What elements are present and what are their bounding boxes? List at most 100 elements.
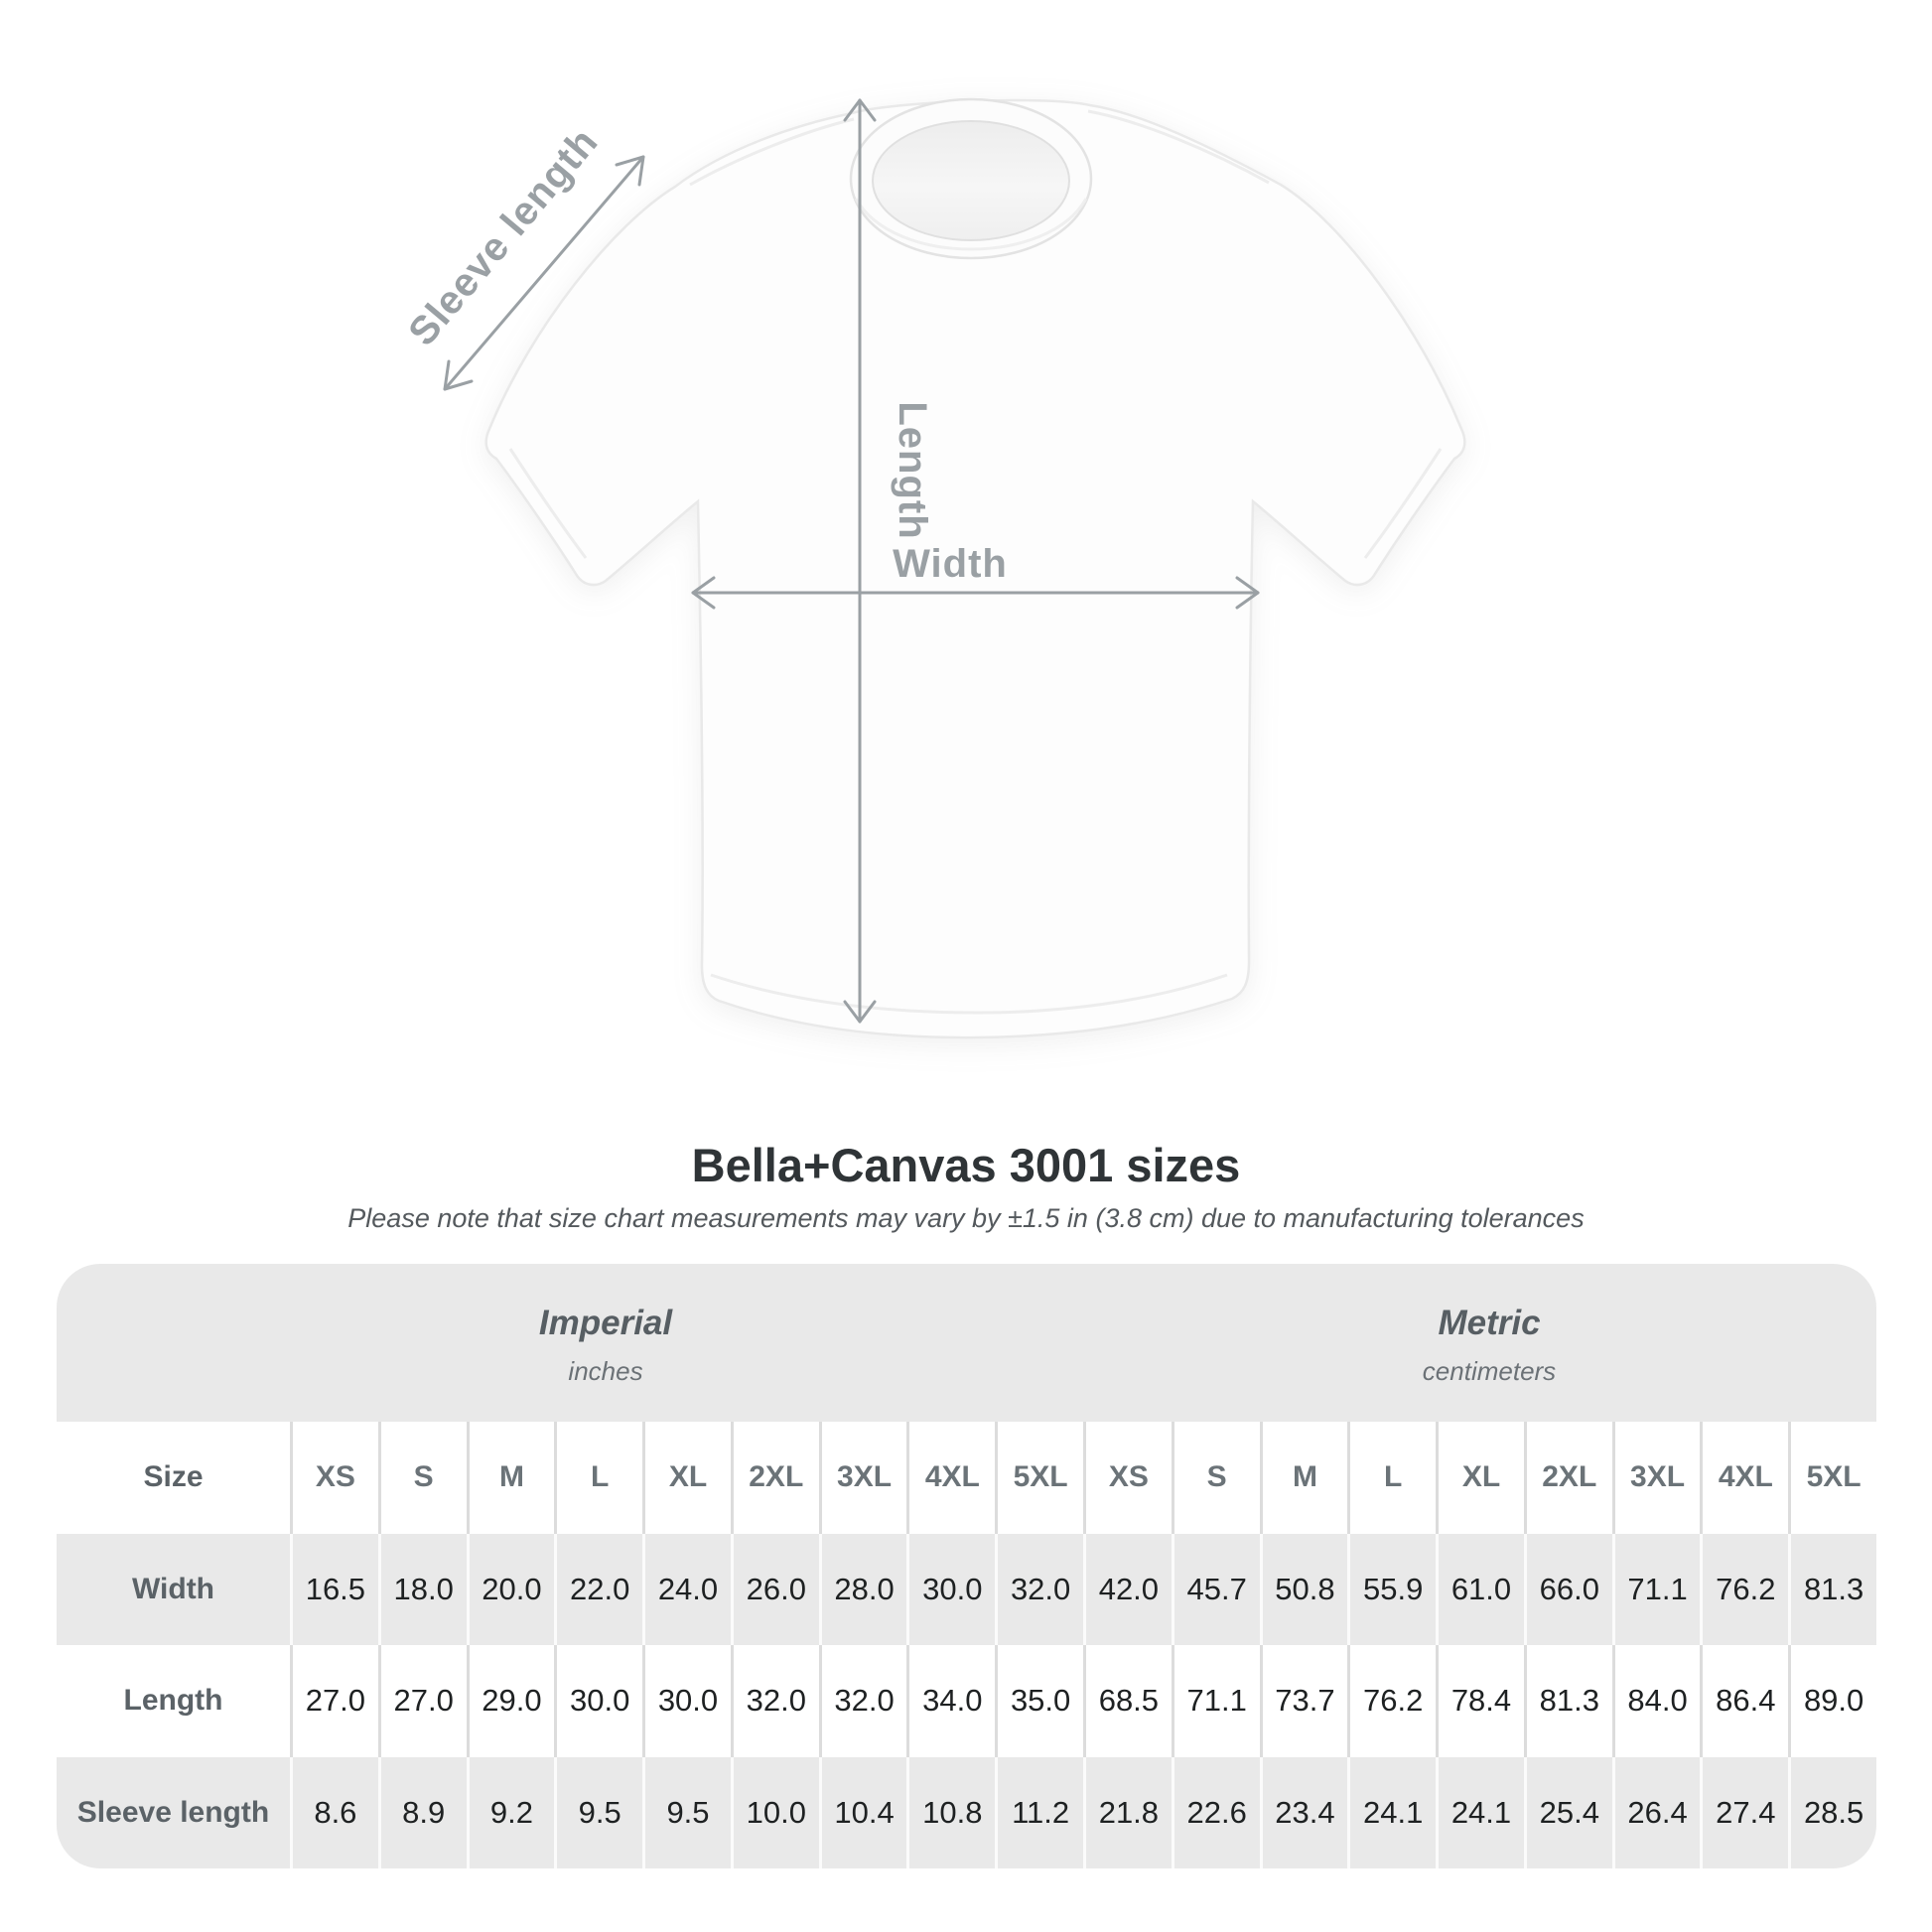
width-metric-value: 61.0 xyxy=(1436,1533,1524,1645)
width-imperial-value: 18.0 xyxy=(377,1533,467,1645)
metric-label: Metric xyxy=(1438,1304,1541,1342)
length-imperial-value: 34.0 xyxy=(906,1645,995,1757)
sleeve-metric-value: 24.1 xyxy=(1436,1756,1524,1868)
length-arrow xyxy=(843,98,877,1024)
size-table-panel: Imperial inches Metric centimeters Size … xyxy=(57,1264,1876,1868)
length-imperial-value: 27.0 xyxy=(377,1645,467,1757)
width-imperial-value: 24.0 xyxy=(642,1533,731,1645)
size-header-metric-l: L xyxy=(1347,1422,1436,1534)
table-row-length: Length 27.0 27.0 29.0 30.0 30.0 32.0 32.… xyxy=(57,1645,1876,1757)
width-metric-value: 71.1 xyxy=(1611,1533,1701,1645)
table-row-sleeve-length: Sleeve length 8.6 8.9 9.2 9.5 9.5 10.0 1… xyxy=(57,1756,1876,1868)
width-metric-value: 42.0 xyxy=(1083,1533,1172,1645)
length-metric-value: 84.0 xyxy=(1611,1645,1701,1757)
length-imperial-value: 27.0 xyxy=(290,1645,378,1757)
cuff-seam-right xyxy=(1363,448,1443,559)
width-metric-value: 81.3 xyxy=(1788,1533,1876,1645)
size-header-imperial-xs: XS xyxy=(290,1422,378,1534)
shoulder-seam-right xyxy=(1087,109,1270,185)
width-metric-value: 55.9 xyxy=(1347,1533,1436,1645)
imperial-unit-label: inches xyxy=(568,1356,643,1386)
size-column-header: Size xyxy=(143,1460,204,1494)
size-header-imperial-s: S xyxy=(377,1422,467,1534)
length-metric-value: 86.4 xyxy=(1700,1645,1788,1757)
row-label-sleeve-length: Sleeve length xyxy=(76,1795,270,1829)
width-imperial-value: 32.0 xyxy=(995,1533,1083,1645)
sleeve-length-arrow xyxy=(443,155,645,391)
collar-bottom-seam xyxy=(854,198,1088,251)
tshirt-graphic xyxy=(484,97,1466,1039)
size-header-metric-2xl: 2XL xyxy=(1523,1422,1612,1534)
length-metric-value: 89.0 xyxy=(1788,1645,1876,1757)
width-imperial-value: 28.0 xyxy=(818,1533,907,1645)
sleeve-imperial-value: 8.6 xyxy=(290,1756,378,1868)
sleeve-imperial-value: 10.8 xyxy=(906,1756,995,1868)
unit-group-header: Imperial inches Metric centimeters xyxy=(57,1264,1876,1422)
size-header-metric-xs: XS xyxy=(1083,1422,1172,1534)
collar-inner xyxy=(872,120,1070,241)
page-title: Bella+Canvas 3001 sizes xyxy=(691,1139,1241,1191)
width-arrow xyxy=(691,576,1260,610)
length-metric-value: 68.5 xyxy=(1083,1645,1172,1757)
sleeve-metric-value: 21.8 xyxy=(1083,1756,1172,1868)
tshirt-body-shape xyxy=(484,98,1466,1039)
length-metric-value: 71.1 xyxy=(1171,1645,1260,1757)
hem-seam xyxy=(710,973,1228,1015)
length-imperial-value: 32.0 xyxy=(730,1645,819,1757)
metric-unit-label: centimeters xyxy=(1422,1356,1557,1386)
size-header-imperial-2xl: 2XL xyxy=(730,1422,819,1534)
size-header-imperial-3xl: 3XL xyxy=(818,1422,907,1534)
sleeve-imperial-value: 10.4 xyxy=(818,1756,907,1868)
length-imperial-value: 30.0 xyxy=(642,1645,731,1757)
length-imperial-value: 35.0 xyxy=(995,1645,1083,1757)
cuff-seam-left xyxy=(508,448,588,559)
tolerance-note: Please note that size chart measurements… xyxy=(347,1203,1585,1233)
width-label: Width xyxy=(893,542,1008,586)
row-label-length: Length xyxy=(123,1684,223,1718)
length-metric-value: 73.7 xyxy=(1259,1645,1348,1757)
row-label-width: Width xyxy=(131,1572,215,1605)
sleeve-metric-value: 27.4 xyxy=(1700,1756,1788,1868)
sleeve-metric-value: 22.6 xyxy=(1171,1756,1260,1868)
sleeve-imperial-value: 9.5 xyxy=(642,1756,731,1868)
sleeve-metric-value: 25.4 xyxy=(1523,1756,1612,1868)
width-metric-value: 66.0 xyxy=(1523,1533,1612,1645)
table-row-width: Width 16.5 18.0 20.0 22.0 24.0 26.0 28.0… xyxy=(57,1533,1876,1645)
length-imperial-value: 30.0 xyxy=(554,1645,642,1757)
size-header-imperial-xl: XL xyxy=(642,1422,731,1534)
width-imperial-value: 26.0 xyxy=(730,1533,819,1645)
sleeve-metric-value: 23.4 xyxy=(1259,1756,1348,1868)
size-header-imperial-m: M xyxy=(466,1422,555,1534)
shoulder-seam-left xyxy=(689,117,855,187)
size-header-imperial-4xl: 4XL xyxy=(906,1422,995,1534)
size-header-metric-3xl: 3XL xyxy=(1611,1422,1701,1534)
table-header-row: Size XS S M L XL 2XL 3XL 4XL 5XL XS S M … xyxy=(57,1422,1876,1534)
width-metric-value: 50.8 xyxy=(1259,1533,1348,1645)
width-imperial-value: 30.0 xyxy=(906,1533,995,1645)
sleeve-imperial-value: 9.2 xyxy=(466,1756,555,1868)
tshirt-measurement-diagram: Length Width Sleeve length xyxy=(400,97,1466,1039)
size-header-imperial-5xl: 5XL xyxy=(995,1422,1083,1534)
size-header-metric-4xl: 4XL xyxy=(1700,1422,1788,1534)
width-imperial-value: 16.5 xyxy=(290,1533,378,1645)
sleeve-metric-value: 28.5 xyxy=(1788,1756,1876,1868)
size-header-metric-5xl: 5XL xyxy=(1788,1422,1876,1534)
sleeve-metric-value: 26.4 xyxy=(1611,1756,1701,1868)
length-imperial-value: 32.0 xyxy=(818,1645,907,1757)
length-metric-value: 76.2 xyxy=(1347,1645,1436,1757)
sleeve-imperial-value: 9.5 xyxy=(554,1756,642,1868)
sleeve-metric-value: 24.1 xyxy=(1347,1756,1436,1868)
size-header-metric-xl: XL xyxy=(1436,1422,1524,1534)
length-metric-value: 78.4 xyxy=(1436,1645,1524,1757)
imperial-header: Imperial inches xyxy=(539,1304,672,1386)
metric-header: Metric centimeters xyxy=(1423,1304,1556,1386)
sleeve-imperial-value: 10.0 xyxy=(730,1756,819,1868)
size-header-metric-s: S xyxy=(1171,1422,1260,1534)
sleeve-imperial-value: 8.9 xyxy=(377,1756,467,1868)
length-metric-value: 81.3 xyxy=(1523,1645,1612,1757)
imperial-label: Imperial xyxy=(538,1304,673,1342)
length-imperial-value: 29.0 xyxy=(466,1645,555,1757)
sleeve-imperial-value: 11.2 xyxy=(995,1756,1083,1868)
size-header-metric-m: M xyxy=(1259,1422,1348,1534)
